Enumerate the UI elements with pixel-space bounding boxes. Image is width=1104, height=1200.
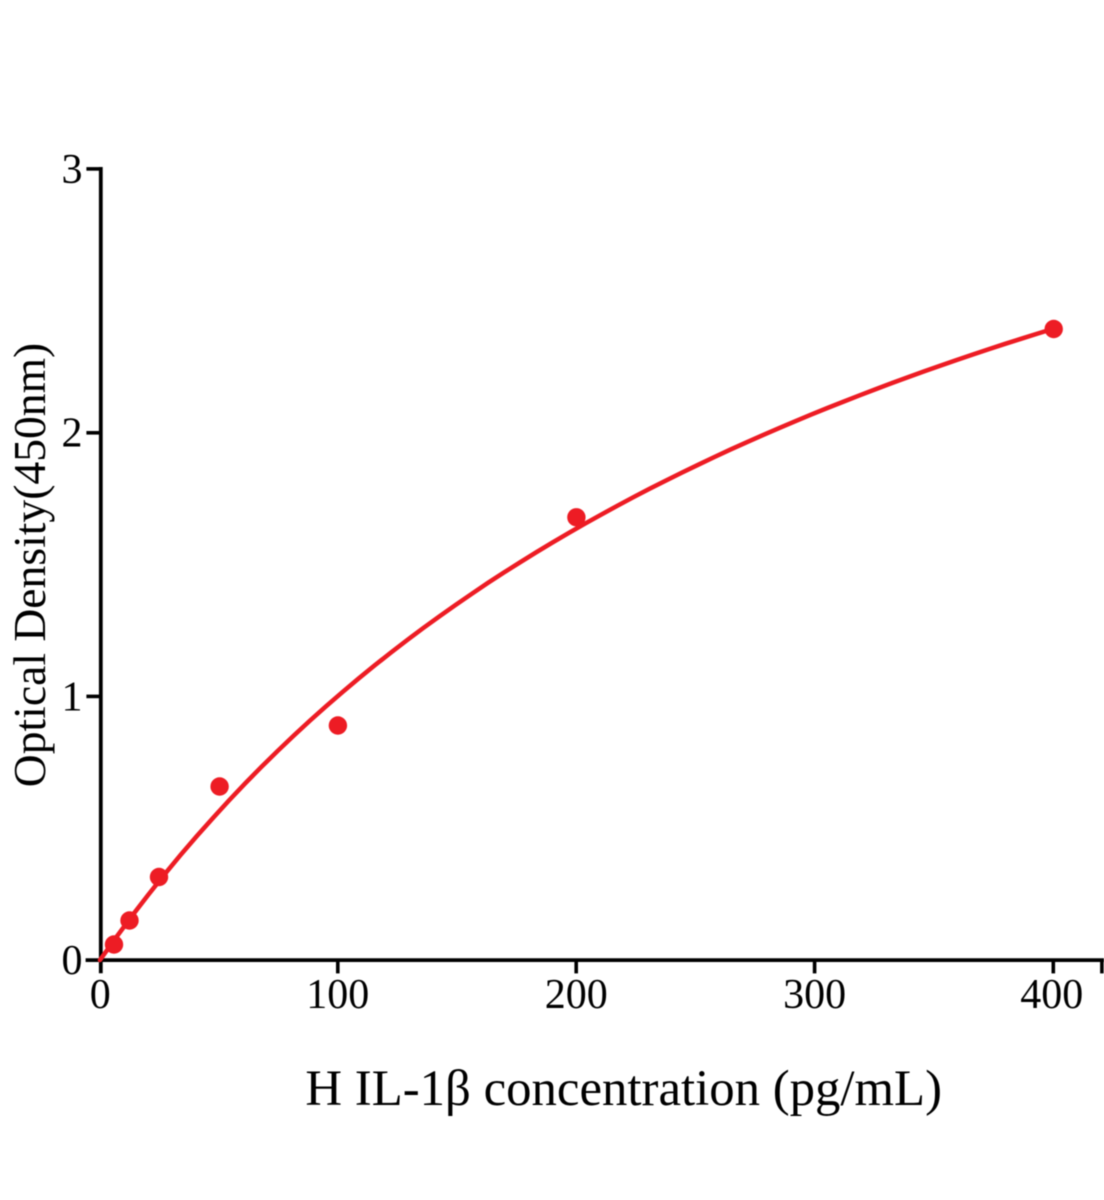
svg-text:200: 200 xyxy=(545,972,608,1018)
svg-text:400: 400 xyxy=(1020,972,1083,1018)
svg-text:1: 1 xyxy=(62,674,83,720)
svg-text:Optical Density(450nm): Optical Density(450nm) xyxy=(4,343,55,787)
svg-text:0: 0 xyxy=(90,972,111,1018)
svg-text:2: 2 xyxy=(62,411,83,457)
svg-text:300: 300 xyxy=(783,972,846,1018)
svg-text:3: 3 xyxy=(62,147,83,193)
svg-text:0: 0 xyxy=(62,938,83,984)
svg-text:100: 100 xyxy=(306,972,369,1018)
svg-text:H IL-1β concentration (pg/mL): H IL-1β concentration (pg/mL) xyxy=(305,1060,942,1116)
